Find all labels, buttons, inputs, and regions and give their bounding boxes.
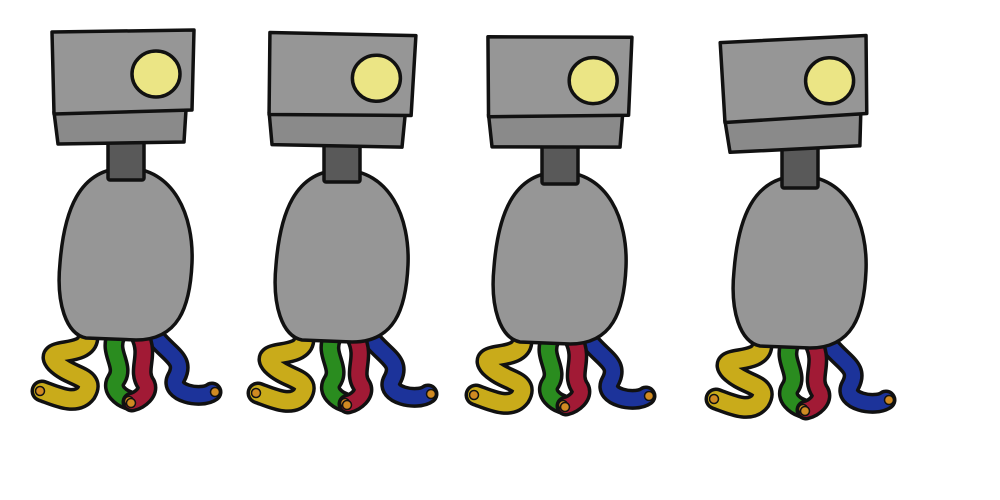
tentacle-tip	[883, 394, 895, 406]
robot-eye-icon	[803, 56, 856, 106]
tentacle-tip	[799, 405, 811, 417]
tentacle-tip	[643, 390, 655, 402]
robot-frame-2	[246, 30, 439, 415]
tentacle-red	[121, 325, 158, 413]
tentacle-tip	[559, 401, 571, 413]
tentacle-tip	[209, 386, 221, 398]
tentacle-tip	[708, 393, 720, 405]
tentacle-green	[537, 329, 573, 415]
tentacle-blue	[819, 335, 897, 414]
robot-tentacles-icon	[704, 333, 897, 421]
tentacle-tip	[468, 389, 480, 401]
tentacle-tip	[425, 388, 437, 400]
tentacle-red	[337, 327, 374, 415]
robot-eye-icon	[130, 49, 182, 99]
robot-eye-icon	[567, 55, 619, 106]
tentacle-blue	[145, 327, 223, 406]
tentacle-green	[103, 325, 139, 411]
robot-frame-4	[704, 33, 897, 421]
robot-frame-1	[30, 28, 223, 413]
tentacle-tip	[34, 385, 46, 397]
tentacle-tip	[341, 399, 353, 411]
robot-tentacles-icon	[464, 329, 657, 417]
tentacle-tip	[125, 397, 137, 409]
robot-body-icon	[491, 170, 628, 346]
robot-eye-icon	[350, 53, 403, 103]
robot-tentacles-icon	[246, 327, 439, 415]
tentacle-yellow	[246, 328, 316, 413]
robot-body-icon	[57, 166, 194, 342]
robot-body-icon	[273, 168, 410, 344]
robot-body-icon	[731, 174, 868, 350]
tentacle-yellow	[704, 334, 774, 419]
robot-head-icon	[718, 33, 869, 155]
tentacle-yellow	[464, 330, 534, 415]
tentacle-blue	[361, 329, 439, 408]
tentacle-tip	[250, 387, 262, 399]
robot-head-icon	[267, 30, 418, 149]
tentacle-yellow	[30, 326, 100, 411]
robot-tentacles-icon	[30, 325, 223, 413]
tentacle-red	[555, 329, 592, 417]
robot-head-icon	[486, 35, 634, 149]
tentacle-red	[795, 333, 832, 421]
tentacle-green	[777, 333, 813, 419]
tentacle-green	[319, 327, 355, 413]
robot-head-icon	[50, 28, 196, 146]
robot-frame-3	[464, 35, 657, 417]
tentacle-blue	[579, 331, 657, 410]
